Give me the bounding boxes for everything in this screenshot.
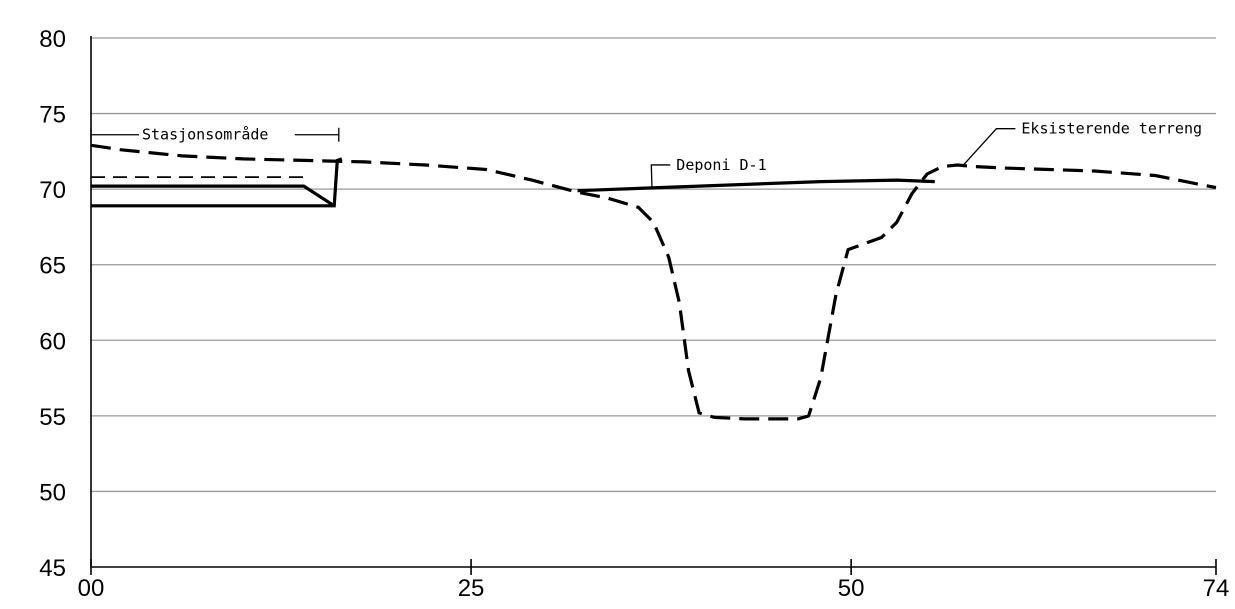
x-tick-label: 25 xyxy=(458,575,485,602)
y-tick-label: 75 xyxy=(39,102,66,129)
series-lines xyxy=(90,143,1217,421)
x-tick-labels: 00 25 50 74 xyxy=(78,575,1230,602)
y-tick-label: 55 xyxy=(39,404,66,431)
leader-line-2 xyxy=(961,128,1016,167)
series-line-3 xyxy=(91,184,336,208)
annotation-label: Deponi D-1 xyxy=(676,156,766,174)
station-area-label: Stasjonsområde xyxy=(142,126,268,144)
series-line-2 xyxy=(91,157,343,208)
series-deponi-d-1 xyxy=(577,178,935,193)
annotations: Stasjonsområde Deponi D-1 Eksisterende ter… xyxy=(90,120,1202,188)
x-tick-label: 00 xyxy=(78,575,105,602)
y-tick-label: 50 xyxy=(39,479,66,506)
series-eksisterende-terreng xyxy=(90,143,1217,421)
x-tick-label: 50 xyxy=(838,575,865,602)
axes xyxy=(90,36,1217,575)
y-tick-label: 60 xyxy=(39,328,66,355)
gridlines xyxy=(91,37,1216,493)
x-tick-label: 74 xyxy=(1203,575,1230,602)
leader-line-1 xyxy=(650,164,671,188)
y-tick-labels: 45 50 55 60 65 70 75 80 xyxy=(39,26,66,582)
y-tick-label: 65 xyxy=(39,253,66,280)
y-tick-label: 70 xyxy=(39,177,66,204)
y-tick-label: 45 xyxy=(39,555,66,582)
y-tick-label: 80 xyxy=(39,26,66,53)
annotation-label: Eksisterende terreng xyxy=(1021,120,1202,138)
